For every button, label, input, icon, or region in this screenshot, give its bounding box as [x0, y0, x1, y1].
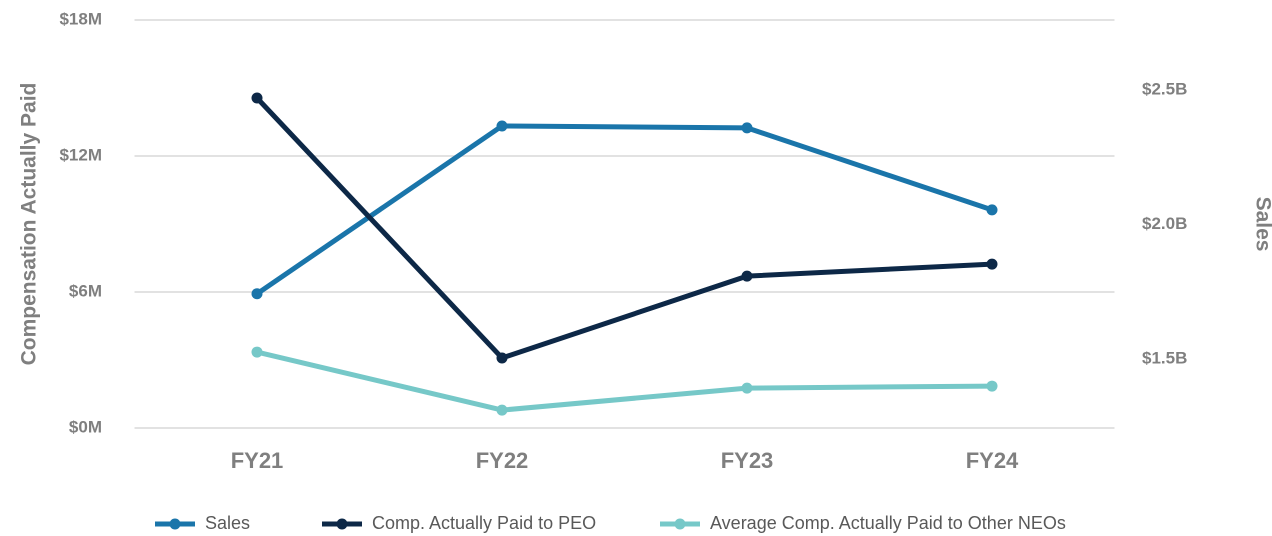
point: [251, 346, 263, 358]
line: [256, 349, 993, 413]
y2-tick-label: $2.0B: [1142, 214, 1187, 233]
point: [496, 404, 508, 416]
y-tick-label: $12M: [59, 145, 102, 164]
point: [496, 352, 508, 364]
point: [741, 382, 753, 394]
legend-label: Sales: [205, 513, 250, 533]
x-tick-label: FY21: [231, 448, 284, 473]
legend-marker: [336, 518, 348, 530]
y-tick-label: $18M: [59, 9, 102, 28]
legend-marker: [169, 518, 181, 530]
x-tick-label: FY22: [476, 448, 529, 473]
y-tick-label: $6M: [69, 281, 102, 300]
point: [986, 258, 998, 270]
legend-label: Comp. Actually Paid to PEO: [372, 513, 596, 533]
line: [255, 123, 993, 296]
y-axis-title: Compensation Actually Paid: [18, 83, 41, 366]
y-tick-label: $0M: [69, 417, 102, 436]
point: [496, 120, 508, 132]
point: [741, 122, 753, 134]
legend-marker: [674, 518, 686, 530]
point: [986, 380, 998, 392]
x-tick-label: FY24: [966, 448, 1019, 473]
point: [251, 92, 263, 104]
y2-tick-label: $2.5B: [1142, 79, 1187, 98]
point: [986, 204, 998, 216]
x-tick-label: FY23: [721, 448, 774, 473]
line: [255, 96, 993, 361]
y2-tick-label: $1.5B: [1142, 348, 1187, 367]
legend-label: Average Comp. Actually Paid to Other NEO…: [710, 513, 1066, 533]
y2-axis-title: Sales: [1251, 197, 1272, 252]
point: [251, 288, 263, 300]
point: [741, 270, 753, 282]
